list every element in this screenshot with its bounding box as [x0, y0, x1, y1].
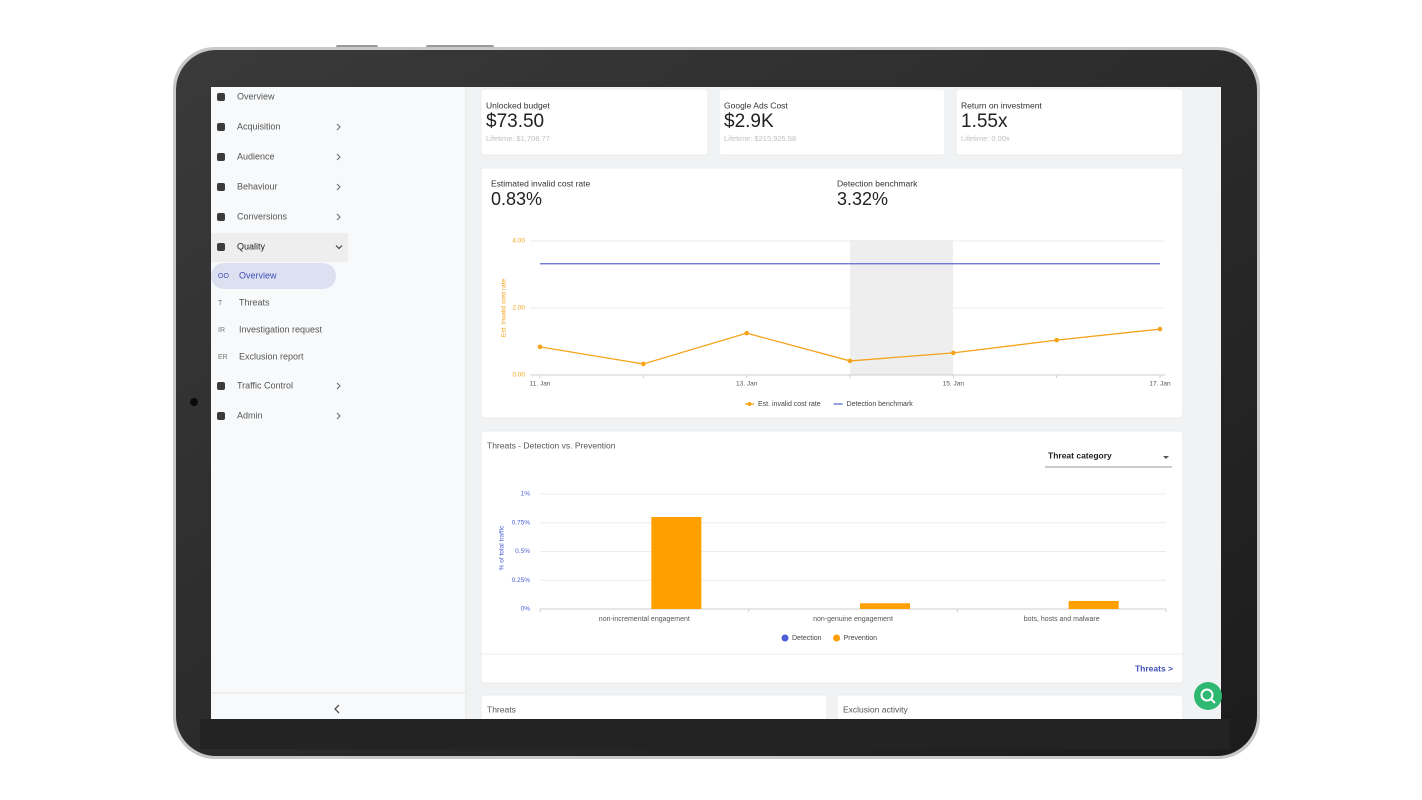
sub-item-icon: T — [218, 300, 223, 307]
kpi-lifetime: Lifetime: $215,925.58 — [724, 134, 796, 143]
sub-item-active — [211, 263, 336, 289]
y-tick-label: 2.00 — [512, 305, 525, 312]
x-tick-label: 15. Jan — [943, 381, 965, 388]
card — [480, 430, 1184, 684]
nav-item[interactable]: Traffic Control — [237, 380, 293, 390]
nav-item-active — [211, 233, 348, 262]
card — [718, 88, 946, 156]
dropdown-arrow — [1163, 456, 1169, 459]
bar — [651, 517, 702, 609]
chevron — [336, 123, 341, 131]
card-title: Threats - Detection vs. Prevention — [487, 440, 616, 450]
legend-label: Detection — [792, 635, 822, 642]
sidebar — [211, 87, 466, 719]
x-tick-label: bots, hosts and malware — [1024, 616, 1100, 623]
chevron — [336, 183, 341, 191]
link[interactable]: Threats > — [1135, 663, 1173, 673]
sub-item[interactable]: Threats — [239, 297, 270, 307]
card — [480, 167, 1184, 419]
nav-item[interactable]: Overview — [237, 91, 275, 101]
sub-item[interactable]: Exclusion report — [239, 351, 304, 361]
x-tick-label: non-genuine engagement — [813, 616, 893, 623]
nav-icon — [217, 213, 225, 221]
nav-icon — [217, 183, 225, 191]
legend-dot — [747, 402, 752, 406]
nav-icon — [217, 243, 225, 251]
metric-label: Detection benchmark — [837, 178, 918, 188]
chat-icon — [1210, 698, 1216, 704]
kpi-lifetime: Lifetime: $1,708.77 — [486, 134, 550, 143]
chat-icon — [1200, 688, 1214, 702]
legend-dot — [833, 634, 841, 642]
chevron — [336, 213, 341, 221]
chevron — [336, 153, 341, 161]
sub-item-icon: OO — [218, 273, 229, 280]
nav-item[interactable]: Behaviour — [237, 181, 278, 191]
x-tick-label: 13. Jan — [736, 381, 758, 388]
kpi-value: $2.9K — [724, 111, 774, 132]
line-point — [641, 361, 646, 367]
legend-dot — [781, 634, 789, 642]
line-point — [951, 350, 956, 356]
nav-item[interactable]: Conversions — [237, 211, 288, 221]
sub-item-icon: IR — [218, 327, 225, 334]
x-tick-label: 17. Jan — [1149, 381, 1171, 388]
card — [480, 88, 709, 156]
x-tick-label: non-incremental engagement — [599, 616, 690, 623]
y-tick-label: 1% — [521, 491, 531, 498]
legend-label: Detection benchmark — [847, 401, 914, 408]
kpi-label: Unlocked budget — [486, 100, 550, 110]
nav-item[interactable]: Acquisition — [237, 121, 281, 131]
kpi-label: Google Ads Cost — [724, 100, 788, 110]
line-point — [847, 358, 853, 364]
sub-item-icon: ER — [218, 354, 228, 361]
chat-button[interactable] — [1194, 682, 1222, 710]
chevron — [336, 382, 341, 390]
metric-value: 0.83% — [491, 189, 542, 209]
legend-label: Prevention — [844, 635, 878, 642]
kpi-label: Return on investment — [961, 100, 1042, 110]
line-point — [537, 344, 543, 350]
nav-icon — [217, 153, 225, 161]
line-point — [1054, 337, 1059, 343]
kpi-lifetime: Lifetime: 0.00x — [961, 134, 1010, 143]
collapse-button[interactable] — [334, 704, 340, 714]
nav-icon — [217, 93, 225, 101]
metric-label: Estimated invalid cost rate — [491, 178, 590, 188]
nav-item[interactable]: Quality — [237, 241, 266, 251]
y-tick-label: 0.5% — [515, 548, 530, 555]
nav-icon — [217, 412, 225, 420]
nav-item[interactable]: Audience — [237, 151, 275, 161]
sub-item[interactable]: Overview — [239, 270, 277, 280]
kpi-value: 1.55x — [961, 111, 1008, 132]
nav-icon — [217, 123, 225, 131]
bar — [860, 603, 910, 609]
line-point — [744, 330, 749, 336]
card-title: Threats — [487, 704, 516, 714]
y-tick-label: 4.00 — [512, 238, 525, 245]
chevron — [335, 245, 343, 250]
y-tick-label: 0% — [521, 606, 531, 613]
frame-bottom — [200, 719, 1230, 749]
x-tick-label: 11. Jan — [530, 381, 551, 388]
kpi-value: $73.50 — [486, 111, 544, 132]
line-point — [1157, 326, 1163, 332]
y-axis-label: Est. invalid cost rate — [501, 279, 508, 338]
y-tick-label: 0.25% — [512, 577, 531, 584]
chevron — [336, 412, 341, 420]
nav-icon — [217, 382, 225, 390]
sub-item[interactable]: Investigation request — [239, 324, 323, 334]
y-tick-label: 0.75% — [512, 519, 531, 526]
dropdown[interactable]: Threat category — [1048, 450, 1112, 460]
card — [955, 88, 1184, 156]
camera — [190, 398, 198, 406]
metric-value: 3.32% — [837, 189, 888, 209]
card-title: Exclusion activity — [843, 704, 908, 714]
y-tick-label: 0.00 — [512, 372, 525, 379]
y-axis-label: % of total traffic — [499, 525, 506, 570]
legend-label: Est. invalid cost rate — [758, 401, 821, 408]
nav-item[interactable]: Admin — [237, 410, 263, 420]
bar — [1068, 600, 1119, 609]
